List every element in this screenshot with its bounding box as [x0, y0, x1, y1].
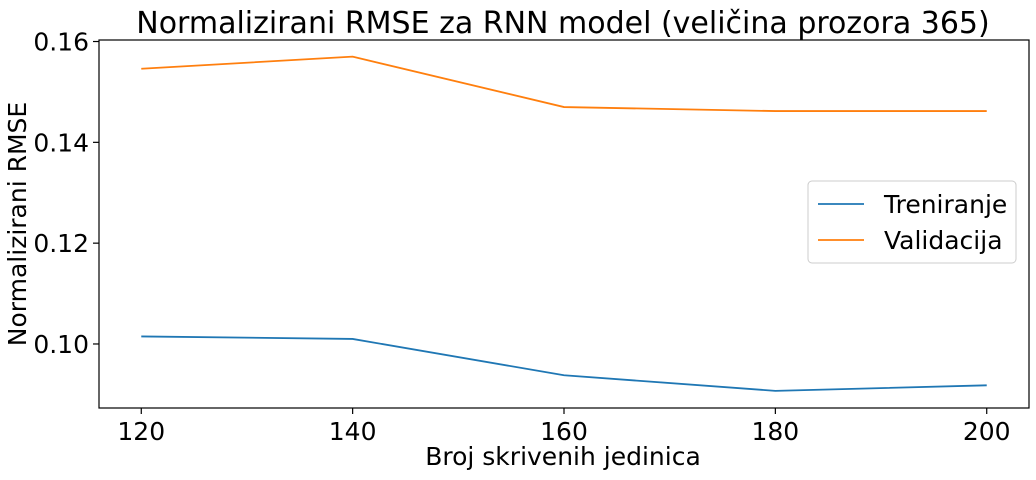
x-tick-label: 160	[540, 417, 588, 446]
legend: Treniranje Validacija	[807, 180, 1017, 264]
series-line-validacija	[141, 55, 987, 112]
y-axis-label: Normalizirani RMSE	[3, 102, 32, 346]
y-tick-label: 0.14	[33, 128, 89, 157]
y-tick-label: 0.12	[33, 229, 89, 258]
series-line-treniranje	[141, 335, 987, 392]
x-tick-label: 180	[752, 417, 800, 446]
legend-box	[807, 180, 1017, 264]
series-layer	[141, 55, 987, 392]
legend-label-validacija: Validacija	[884, 226, 1003, 255]
y-tick-label: 0.10	[33, 330, 89, 359]
x-tick-label: 120	[117, 417, 165, 446]
x-tick-label: 200	[963, 417, 1011, 446]
y-axis: 0.10 0.12 0.14 0.16	[33, 28, 99, 359]
chart-title: Normalizirani RMSE za RNN model (veličin…	[136, 6, 989, 41]
x-axis: 120 140 160 180 200	[117, 408, 1011, 446]
x-axis-label: Broj skrivenih jedinica	[425, 442, 701, 471]
legend-label-treniranje: Treniranje	[883, 190, 1007, 219]
y-tick-label: 0.16	[33, 28, 89, 57]
x-tick-label: 140	[329, 417, 377, 446]
